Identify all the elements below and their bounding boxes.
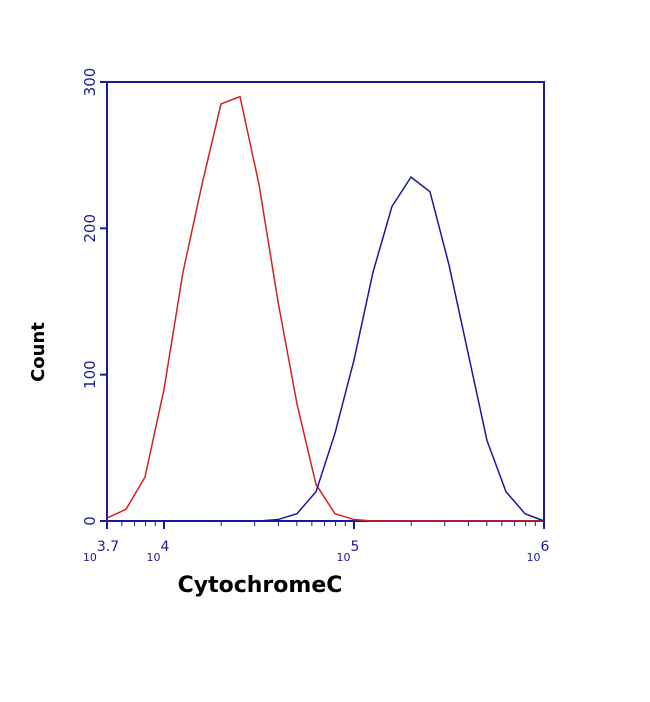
y-tick-label: 300 [81,68,99,97]
y-tick-label: 100 [81,360,99,389]
x-tick-exponent: 6 [541,539,550,555]
histogram-line [107,176,545,522]
x-tick-label: 104 [147,539,170,564]
y-tick-label: 200 [81,214,99,243]
x-tick-label: 106 [527,539,550,564]
y-tick-label: 0 [81,516,99,526]
x-axis-label: CytochromeC [178,573,343,598]
x-tick-base: 10 [83,551,97,564]
x-tick-exponent: 5 [351,539,360,555]
x-tick-base: 10 [337,551,351,564]
x-tick-exponent: 4 [161,539,170,555]
x-tick-base: 10 [527,551,541,564]
plot-frame [106,81,545,522]
y-axis-label: Count [28,322,49,382]
x-tick-label: 103.7 [83,539,119,564]
x-tick-exponent: 3.7 [97,539,119,555]
x-tick-base: 10 [147,551,161,564]
histogram-line [106,95,544,522]
x-tick-label: 105 [337,539,360,564]
